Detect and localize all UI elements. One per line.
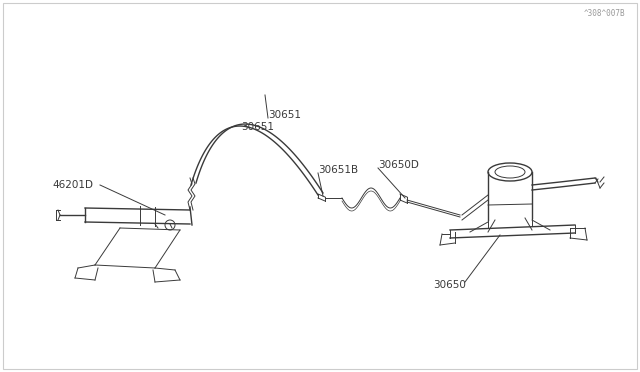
Text: 30651: 30651: [241, 122, 275, 132]
Text: 30651B: 30651B: [318, 165, 358, 175]
Text: 30650D: 30650D: [378, 160, 419, 170]
Text: 30650: 30650: [433, 280, 467, 290]
Text: 46201D: 46201D: [52, 180, 93, 190]
Text: 30651: 30651: [268, 110, 301, 120]
Text: ^308^007B: ^308^007B: [584, 9, 625, 18]
